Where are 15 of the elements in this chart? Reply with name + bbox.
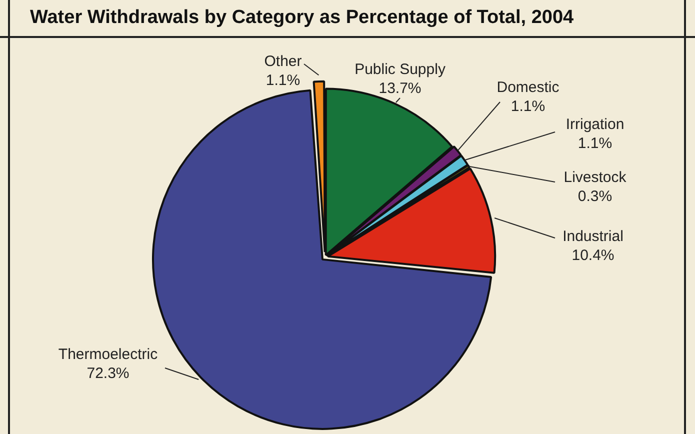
data-label: 0.3% (578, 188, 612, 206)
data-label: 72.3% (86, 365, 130, 382)
slice-label: Thermoelectric (58, 346, 158, 364)
data-label: 13.7% (378, 80, 422, 98)
slice-label: Industrial (562, 228, 624, 246)
data-label: 1.1% (510, 98, 546, 116)
data-label: 1.1% (578, 135, 612, 152)
slice-label: Other (264, 53, 302, 70)
data-label: 10.4% (572, 247, 614, 264)
chart-title: Water Withdrawals by Category as Percentage of Total, 2004 (0, 0, 695, 38)
slice-label: Irrigation (566, 116, 624, 134)
data-label: 1.1% (266, 72, 300, 90)
slice-label: Domestic (496, 79, 560, 96)
slice-label: Livestock (564, 169, 627, 186)
slice-label: Public Supply (354, 61, 446, 78)
